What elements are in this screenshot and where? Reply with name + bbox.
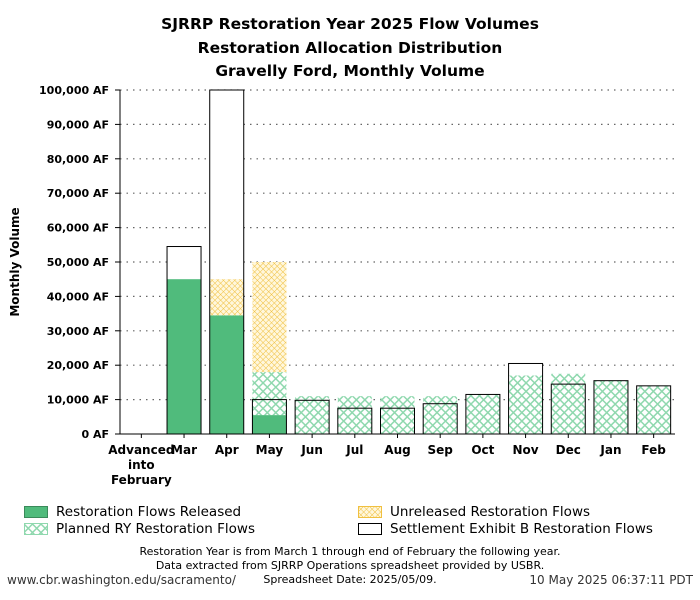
unreleased-bar-may (252, 262, 287, 373)
planned-bar-nov (508, 375, 543, 434)
released-bar-may (252, 415, 287, 434)
legend-swatch-unreleased (358, 506, 382, 518)
x-tick-label-advanced-into-february: Advanced into February (108, 443, 174, 487)
y-tick-label-10000: 10,000 AF (47, 394, 109, 407)
planned-bar-aug (380, 396, 415, 434)
x-tick-label-nov: Nov (513, 443, 539, 457)
legend-unreleased: Unreleased Restoration Flows (358, 504, 590, 520)
y-tick-label-30000: 30,000 AF (47, 325, 109, 338)
flow-volume-chart: 0 AF 10,000 AF 20,000 AF 30,000 AF 40,000 AF… (8, 84, 675, 487)
planned-bar-jul (337, 396, 372, 434)
x-tick-label-mar: Mar (171, 443, 197, 457)
legend-released: Restoration Flows Released (24, 504, 241, 520)
planned-bar-oct (465, 394, 500, 434)
y-tick-label-80000: 80,000 AF (47, 153, 109, 166)
x-tick-label-oct: Oct (471, 443, 494, 457)
legend-settlement: Settlement Exhibit B Restoration Flows (358, 521, 653, 537)
y-axis-label: Monthly Volume (8, 207, 22, 316)
x-tick-label-may: May (256, 443, 284, 457)
released-bar-apr (209, 315, 244, 434)
legend-swatch-released (24, 506, 48, 518)
footer-timestamp: 10 May 2025 06:37:11 PDT (529, 573, 693, 587)
note-data-source: Data extracted from SJRRP Operations spr… (155, 559, 545, 572)
note-restoration-year: Restoration Year is from March 1 through… (139, 545, 561, 558)
footer-source-link[interactable]: www.cbr.washington.edu/sacramento/ (7, 573, 236, 587)
planned-bar-feb (636, 385, 671, 434)
x-tick-label-jul: Jul (345, 443, 363, 457)
y-tick-label-50000: 50,000 AF (47, 256, 109, 269)
planned-bar-jun (295, 396, 330, 434)
chart-title-line-1: SJRRP Restoration Year 2025 Flow Volumes (161, 15, 539, 33)
x-tick-label-dec: Dec (556, 443, 581, 457)
x-tick-label-sep: Sep (428, 443, 454, 457)
x-tick-label-jan: Jan (599, 443, 621, 457)
unreleased-bar-apr (209, 279, 244, 316)
legend-planned: Planned RY Restoration Flows (24, 521, 255, 537)
y-tick-label-0: 0 AF (81, 428, 109, 441)
x-tick-label-jun: Jun (300, 443, 323, 457)
x-tick-label-aug: Aug (384, 443, 410, 457)
legend-label-planned: Planned RY Restoration Flows (56, 521, 255, 537)
note-spreadsheet-date: Spreadsheet Date: 2025/05/09. (263, 573, 437, 586)
legend-label-released: Restoration Flows Released (56, 504, 242, 520)
legend-swatch-settlement (358, 523, 382, 535)
y-tick-label-60000: 60,000 AF (47, 222, 109, 235)
y-tick-label-20000: 20,000 AF (47, 359, 109, 372)
planned-bar-jan (593, 380, 628, 434)
y-tick-label-70000: 70,000 AF (47, 187, 109, 200)
y-tick-label-90000: 90,000 AF (47, 118, 109, 131)
planned-bar-sep (423, 396, 458, 434)
planned-bar-dec (551, 373, 586, 434)
legend-label-settlement: Settlement Exhibit B Restoration Flows (390, 521, 653, 537)
x-tick-label-feb: Feb (641, 443, 666, 457)
chart-title-line-2: Restoration Allocation Distribution (197, 39, 503, 57)
x-tick-label-apr: Apr (215, 443, 239, 457)
planned-bar-may (252, 372, 287, 416)
y-tick-label-40000: 40,000 AF (47, 290, 109, 303)
released-bar-mar (167, 279, 202, 434)
y-tick-label-100000: 100,000 AF (39, 84, 109, 97)
legend-label-unreleased: Unreleased Restoration Flows (390, 504, 591, 520)
chart-title-line-3: Gravelly Ford, Monthly Volume (215, 62, 485, 80)
legend-swatch-planned (24, 523, 48, 535)
